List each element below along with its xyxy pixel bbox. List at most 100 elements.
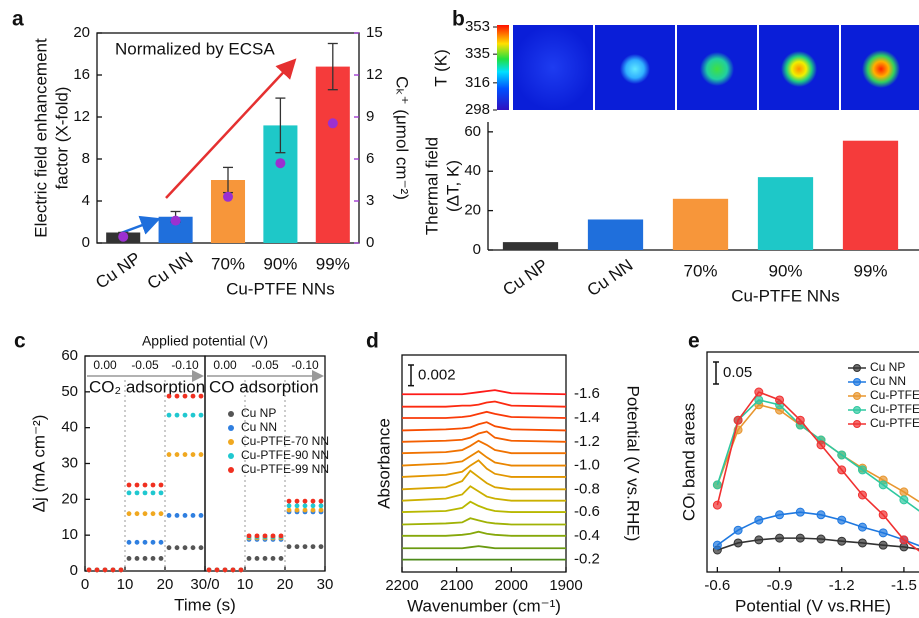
point bbox=[713, 541, 721, 549]
series-line bbox=[402, 460, 566, 477]
y-tick-label: 40 bbox=[464, 162, 481, 179]
legend-marker bbox=[228, 467, 234, 473]
point bbox=[311, 544, 316, 549]
series-line bbox=[402, 422, 566, 430]
x-tick-label: 70% bbox=[211, 254, 245, 273]
y-axis-label: (ΔT, K) bbox=[443, 160, 462, 212]
point bbox=[287, 508, 292, 513]
point bbox=[328, 118, 338, 128]
point bbox=[311, 503, 316, 508]
point bbox=[776, 511, 784, 519]
point bbox=[175, 452, 180, 457]
point bbox=[275, 158, 285, 168]
legend-label: Cu NN bbox=[241, 420, 277, 434]
point bbox=[143, 556, 148, 561]
point bbox=[191, 545, 196, 550]
point bbox=[776, 396, 784, 404]
point bbox=[900, 496, 908, 504]
point bbox=[223, 192, 233, 202]
thermal-images bbox=[497, 25, 919, 110]
point bbox=[303, 508, 308, 513]
series-line bbox=[402, 502, 566, 512]
point bbox=[817, 441, 825, 449]
bar bbox=[503, 242, 558, 250]
y-tick-label: 4 bbox=[82, 192, 90, 209]
point bbox=[175, 545, 180, 550]
point bbox=[159, 483, 164, 488]
point bbox=[143, 511, 148, 516]
point bbox=[287, 499, 292, 504]
point bbox=[713, 481, 721, 489]
x-tick-label: 1900 bbox=[549, 577, 582, 594]
legend-marker bbox=[854, 379, 861, 386]
potential-label: -1.0 bbox=[574, 457, 600, 474]
potential-label: -0.05 bbox=[131, 358, 159, 372]
x-tick-label: 30 bbox=[317, 576, 334, 593]
y-tick-label: 20 bbox=[61, 490, 78, 507]
colorbar-tick-label: 353 bbox=[465, 18, 490, 35]
point bbox=[183, 545, 188, 550]
annotation: CO₂ adsorption bbox=[89, 377, 205, 396]
x-tick-label: 2200 bbox=[385, 577, 418, 594]
y-tick-label: 3 bbox=[366, 192, 374, 209]
point bbox=[127, 483, 132, 488]
y-tick-label: 16 bbox=[73, 66, 90, 83]
bar bbox=[758, 177, 813, 250]
point bbox=[159, 511, 164, 516]
point bbox=[199, 394, 204, 399]
point bbox=[319, 508, 324, 513]
point bbox=[796, 416, 804, 424]
point bbox=[311, 499, 316, 504]
point bbox=[279, 556, 284, 561]
page: {"chart_data": [ {"label": "a", "type": … bbox=[0, 0, 919, 618]
point bbox=[247, 556, 252, 561]
y-tick-label: 12 bbox=[73, 108, 90, 125]
point bbox=[135, 490, 140, 495]
legend-marker bbox=[228, 411, 234, 417]
point bbox=[838, 516, 846, 524]
point bbox=[303, 544, 308, 549]
hot-spot bbox=[700, 52, 734, 86]
point bbox=[247, 533, 252, 538]
x-tick-label: 2000 bbox=[495, 577, 528, 594]
point bbox=[151, 490, 156, 495]
point bbox=[879, 481, 887, 489]
series-line bbox=[402, 412, 566, 418]
point bbox=[817, 511, 825, 519]
potential-label: -0.10 bbox=[171, 358, 199, 372]
panel-letter: c bbox=[14, 330, 26, 353]
x-tick-label: -1.5 bbox=[891, 577, 917, 594]
x-tick-label: 70% bbox=[683, 261, 717, 280]
point bbox=[295, 503, 300, 508]
potential-label: -0.2 bbox=[574, 551, 600, 568]
point bbox=[135, 540, 140, 545]
legend-marker bbox=[854, 421, 861, 428]
legend-label: Cu NP bbox=[241, 406, 276, 420]
point bbox=[295, 508, 300, 513]
potential-label: -1.4 bbox=[574, 409, 600, 426]
y-tick-label: 9 bbox=[366, 108, 374, 125]
point bbox=[191, 394, 196, 399]
x-tick-label: Cu NN bbox=[584, 255, 637, 300]
colorbar bbox=[497, 25, 509, 110]
colorbar-tick-label: 316 bbox=[465, 74, 490, 91]
legend-label: Cu-PTFE-99 NN bbox=[870, 416, 919, 430]
point bbox=[776, 534, 784, 542]
point bbox=[199, 452, 204, 457]
point bbox=[183, 513, 188, 518]
series-line bbox=[402, 431, 566, 441]
legend-marker bbox=[854, 393, 861, 400]
point bbox=[303, 503, 308, 508]
potential-label: -0.6 bbox=[574, 503, 600, 520]
x-tick-label: 90% bbox=[768, 261, 802, 280]
potential-label: -0.8 bbox=[574, 480, 600, 497]
point bbox=[118, 232, 128, 242]
y-tick-label: 50 bbox=[61, 383, 78, 400]
point bbox=[319, 544, 324, 549]
series-line bbox=[402, 546, 566, 548]
point bbox=[159, 540, 164, 545]
plot-frame bbox=[402, 355, 566, 572]
point bbox=[119, 568, 124, 573]
point bbox=[191, 513, 196, 518]
point bbox=[734, 416, 742, 424]
